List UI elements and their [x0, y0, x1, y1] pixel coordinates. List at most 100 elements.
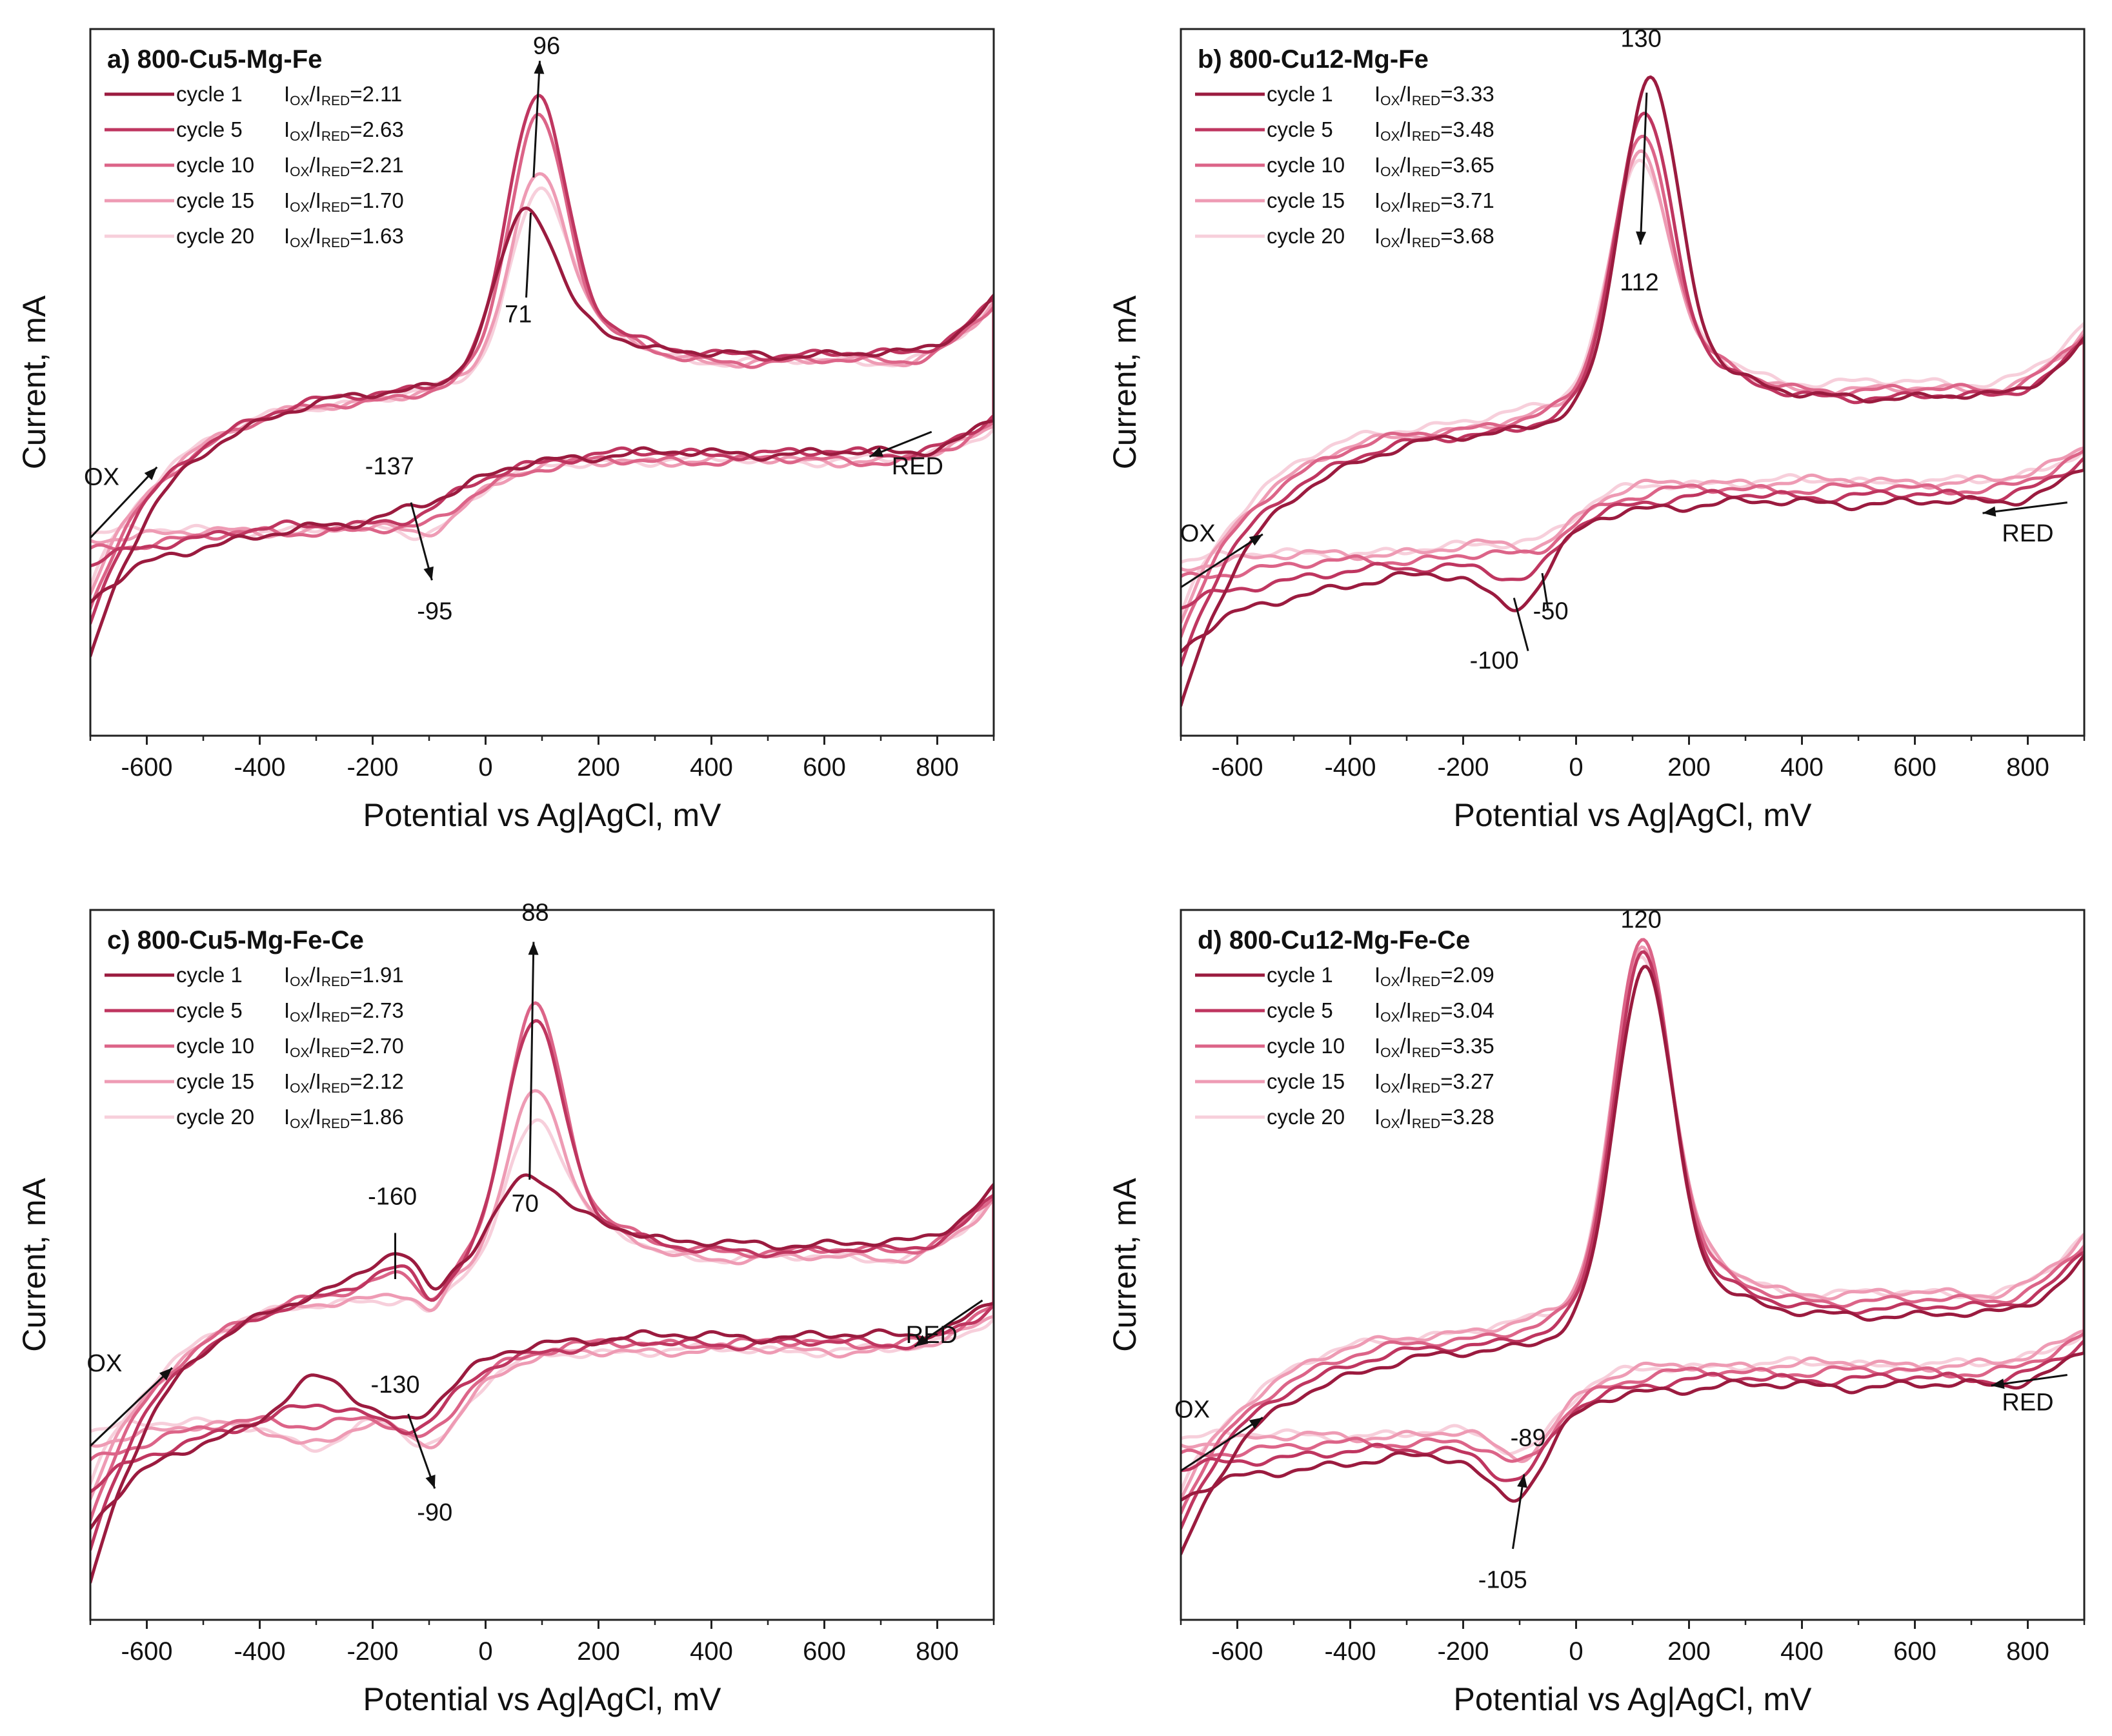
- x-tick-label: 0: [1569, 1637, 1583, 1666]
- arrow-head: [423, 566, 434, 581]
- x-tick-label: -600: [1211, 753, 1263, 782]
- annotation-arrow: [407, 1413, 436, 1489]
- annotation-arrow: [1180, 1417, 1263, 1472]
- curves: [90, 94, 994, 658]
- arrow-head: [869, 447, 884, 457]
- legend-name: cycle 10: [1267, 153, 1345, 177]
- panel-title: c) 800-Cu5-Mg-Fe-Ce: [107, 926, 364, 954]
- curves: [1181, 938, 2084, 1556]
- panel-title: d) 800-Cu12-Mg-Fe-Ce: [1198, 926, 1470, 954]
- legend-ratio: IOX/IRED=2.70: [284, 1034, 404, 1060]
- legend-name: cycle 5: [1267, 117, 1333, 141]
- x-tick-label: 400: [690, 753, 733, 782]
- x-tick-label: 200: [577, 753, 620, 782]
- annotation-arrow: [1513, 598, 1529, 651]
- legend-ratio: IOX/IRED=1.91: [284, 963, 404, 989]
- x-tick-label: -400: [234, 753, 285, 782]
- arrow-head: [159, 1368, 172, 1381]
- legend-ratio: IOX/IRED=3.65: [1374, 153, 1494, 179]
- legend-ratio: IOX/IRED=3.71: [1374, 188, 1494, 215]
- x-tick-label: 200: [577, 1637, 620, 1666]
- annotation-arrow: [1180, 533, 1263, 589]
- annotation-label: -160: [368, 1184, 417, 1211]
- legend-name: cycle 20: [1267, 224, 1345, 248]
- y-axis-label: Current, mA: [1107, 295, 1143, 469]
- legend-ratio: IOX/IRED=3.28: [1374, 1105, 1494, 1131]
- arrow-head: [1249, 534, 1263, 546]
- annotation-label: 71: [505, 301, 532, 328]
- legend-name: cycle 20: [176, 224, 254, 248]
- arrow-head: [1982, 506, 1996, 517]
- legend-name: cycle 20: [1267, 1105, 1345, 1129]
- annotation-arrow: [914, 1299, 983, 1347]
- annotation-label: -100: [1470, 647, 1519, 674]
- x-axis-label: Potential vs Ag|AgCl, mV: [1454, 1681, 1813, 1717]
- annotation-arrow: [410, 502, 433, 581]
- series-line-cycle-5: [90, 1019, 994, 1551]
- annotation-label: RED: [2002, 1389, 2053, 1417]
- x-tick-label: -200: [347, 1637, 398, 1666]
- series-line-cycle-10: [90, 112, 994, 611]
- panel-a: -600 -400 -200 0 200 400 600 800 Potential vs Ag…: [16, 28, 995, 833]
- series-line-cycle-5: [1181, 950, 2084, 1530]
- annotation-label: 120: [1620, 907, 1661, 934]
- legend-name: cycle 10: [176, 153, 254, 177]
- annotation-label: -50: [1533, 598, 1569, 625]
- annotation-label: -137: [365, 453, 414, 480]
- x-axis-label: Potential vs Ag|AgCl, mV: [363, 1681, 722, 1717]
- x-tick-label: 600: [803, 1637, 846, 1666]
- annotation-label: OX: [1180, 520, 1216, 547]
- annotation-arrow: [1982, 501, 2067, 514]
- legend-ratio: IOX/IRED=3.33: [1374, 82, 1494, 108]
- legend-name: cycle 15: [1267, 188, 1345, 212]
- series-line-cycle-1: [90, 206, 994, 658]
- annotation-label: OX: [84, 463, 119, 490]
- legend-ratio: IOX/IRED=3.35: [1374, 1034, 1494, 1060]
- arrow-head: [1517, 1474, 1527, 1488]
- annotation-label: 130: [1620, 25, 1661, 52]
- legend-ratio: IOX/IRED=1.70: [284, 188, 404, 215]
- panel-title: a) 800-Cu5-Mg-Fe: [107, 45, 322, 74]
- series-line-cycle-20: [1181, 158, 2084, 616]
- arrow-head: [528, 942, 539, 955]
- annotation-arrow: [532, 61, 541, 178]
- annotation-arrow: [1541, 572, 1549, 609]
- x-tick-label: -600: [121, 753, 172, 782]
- annotation-label: RED: [906, 1322, 958, 1349]
- legend-name: cycle 15: [1267, 1069, 1345, 1093]
- series-line-cycle-15: [1181, 945, 2084, 1501]
- annotation-label: 96: [533, 32, 560, 59]
- x-tick-label: -400: [234, 1637, 285, 1666]
- legend-name: cycle 5: [176, 998, 243, 1022]
- legend-ratio: IOX/IRED=2.73: [284, 998, 404, 1025]
- legend-name: cycle 5: [1267, 998, 1333, 1022]
- panel-title: b) 800-Cu12-Mg-Fe: [1198, 45, 1429, 74]
- arrow-head: [1249, 1417, 1263, 1429]
- legend-ratio: IOX/IRED=2.12: [284, 1069, 404, 1096]
- x-tick-label: 200: [1667, 753, 1711, 782]
- panel-c: -600 -400 -200 0 200 400 600 800 Potential vs Ag…: [16, 900, 995, 1717]
- annotation-label: -130: [370, 1371, 419, 1398]
- legend-ratio: IOX/IRED=2.21: [284, 153, 404, 179]
- x-tick-label: 400: [1780, 1637, 1824, 1666]
- x-tick-label: -600: [121, 1637, 172, 1666]
- legend-ratio: IOX/IRED=1.63: [284, 224, 404, 250]
- arrow-head: [1636, 231, 1647, 245]
- x-tick-label: 400: [1780, 753, 1824, 782]
- annotation-arrow: [1639, 92, 1648, 245]
- series-line-cycle-15: [90, 1089, 994, 1501]
- x-tick-label: -200: [1437, 1637, 1489, 1666]
- arrow-head: [425, 1474, 436, 1489]
- x-axis-label: Potential vs Ag|AgCl, mV: [363, 797, 722, 833]
- series-line-cycle-20: [90, 1118, 994, 1486]
- legend-name: cycle 1: [176, 82, 243, 106]
- annotation-arrow: [525, 212, 532, 298]
- x-tick-label: -600: [1211, 1637, 1263, 1666]
- annotation-label: 88: [521, 900, 548, 927]
- x-tick-label: 800: [2006, 753, 2049, 782]
- panel-d: -600 -400 -200 0 200 400 600 800 Potential vs Ag…: [1107, 907, 2086, 1717]
- legend-name: cycle 10: [176, 1034, 254, 1058]
- series-line-cycle-1: [1181, 965, 2084, 1556]
- x-tick-label: -200: [1437, 753, 1489, 782]
